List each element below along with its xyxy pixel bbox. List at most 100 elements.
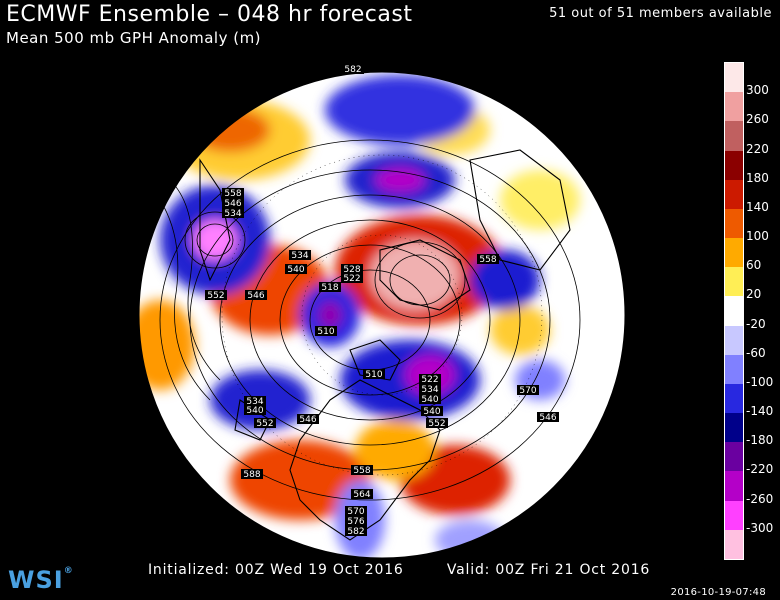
legend-swatch — [725, 442, 743, 472]
contour-label-bg — [363, 369, 385, 379]
graticule — [221, 154, 543, 476]
contour-label-bg — [241, 469, 263, 479]
logo-text: WSI — [8, 566, 64, 594]
contour-label-bg — [342, 64, 364, 74]
contour-label: 558 — [353, 466, 370, 476]
contour-label: 534 — [291, 251, 308, 261]
contour-label: 564 — [353, 490, 370, 500]
contour-label: 588 — [243, 470, 260, 480]
contour-label: 558 — [479, 255, 496, 265]
contour-label: 552 — [428, 419, 445, 429]
contour-label-bg — [244, 396, 266, 406]
contour-label: 534 — [421, 385, 438, 395]
legend-label: 100 — [746, 229, 769, 244]
legend-swatch — [725, 325, 743, 356]
contour-label: 510 — [365, 370, 382, 380]
contour-label-bg — [205, 290, 227, 300]
contour-label-bg — [421, 406, 443, 416]
contour-label: 534 — [246, 397, 263, 407]
contour-label: 518 — [321, 283, 338, 293]
legend-swatch — [725, 354, 743, 385]
legend-label: -100 — [746, 374, 774, 389]
contour-label-bg — [477, 254, 499, 264]
legend-swatch — [725, 529, 743, 560]
legend-swatch — [725, 238, 743, 268]
legend-color-bar — [724, 62, 744, 560]
contour-label: 522 — [343, 274, 360, 284]
legend-label: -20 — [746, 316, 766, 331]
contour-label-bg — [254, 418, 276, 428]
legend-swatch — [725, 92, 743, 122]
contour-label-bg — [537, 412, 559, 422]
contour-label-bg — [245, 290, 267, 300]
map-footer: Initialized: 00Z Wed 19 Oct 2016 Valid: … — [148, 562, 650, 578]
contour-label-bg — [244, 405, 266, 415]
contour-label: 540 — [287, 265, 304, 275]
contour-label-bg — [222, 198, 244, 208]
contour-label-bg — [351, 465, 373, 475]
legend-label: -140 — [746, 404, 774, 419]
map-title: ECMWF Ensemble – 048 hr forecast — [6, 2, 413, 27]
contour-label: 546 — [247, 291, 264, 301]
legend-label: 260 — [746, 112, 769, 127]
contour-label-bg — [517, 385, 539, 395]
legend-swatch — [725, 208, 743, 239]
contour-label-bg — [351, 489, 373, 499]
contour-label: 528 — [343, 265, 360, 275]
legend-label: 60 — [746, 258, 762, 273]
legend-swatch — [725, 121, 743, 152]
valid-time: Valid: 00Z Fri 21 Oct 2016 — [446, 562, 651, 578]
contour-label: 582 — [347, 527, 364, 537]
contour-label-bg — [345, 526, 367, 536]
contour-label: 540 — [423, 407, 440, 417]
legend-swatch — [725, 179, 743, 210]
wsi-logo: WSI® — [8, 566, 74, 594]
contour-label-bg — [297, 414, 319, 424]
legend-label: -180 — [746, 433, 774, 448]
legend-swatch — [725, 413, 743, 443]
contour-label: 582 — [344, 65, 361, 75]
contour-label-bg — [419, 384, 441, 394]
coastlines — [199, 149, 571, 541]
contour-label-bg — [345, 516, 367, 526]
legend-label: -220 — [746, 462, 774, 477]
contour-label-bg — [341, 264, 363, 274]
height-contours — [159, 139, 581, 501]
legend-label: -60 — [746, 345, 766, 360]
anomaly-field — [139, 72, 625, 558]
contour-label: 558 — [224, 189, 241, 199]
initialized-time: Initialized: 00Z Wed 19 Oct 2016 — [148, 562, 404, 578]
legend-swatch — [725, 63, 743, 93]
contour-label-bg — [341, 273, 363, 283]
contour-label-bg — [419, 374, 441, 384]
map-border — [138, 71, 626, 559]
legend-label: -300 — [746, 520, 774, 535]
contour-label-bg — [315, 326, 337, 336]
legend-label: 140 — [746, 199, 769, 214]
contour-label-bg — [222, 188, 244, 198]
contour-label: 570 — [519, 386, 536, 396]
contour-label: 540 — [421, 395, 438, 405]
contour-label: 546 — [224, 199, 241, 209]
legend-label: 300 — [746, 83, 769, 98]
map-subtitle: Mean 500 mb GPH Anomaly (m) — [6, 29, 262, 47]
contour-label: 552 — [256, 419, 273, 429]
contour-label: 522 — [421, 375, 438, 385]
legend-label: -260 — [746, 491, 774, 506]
contour-label: 576 — [347, 517, 364, 527]
legend-swatch — [725, 150, 743, 181]
members-available: 51 out of 51 members available — [549, 6, 772, 21]
generated-timestamp: 2016-10-19-07:48 — [670, 587, 766, 598]
registered-mark: ® — [63, 566, 74, 576]
contour-label: 570 — [347, 507, 364, 517]
legend-swatch — [725, 383, 743, 414]
contour-label-bg — [222, 208, 244, 218]
contour-label: 534 — [224, 209, 241, 219]
legend-label: 180 — [746, 170, 769, 185]
contour-label: 540 — [246, 406, 263, 416]
contour-label-bg — [419, 394, 441, 404]
legend-swatch — [725, 471, 743, 502]
contour-label: 546 — [299, 415, 316, 425]
contour-label: 546 — [539, 413, 556, 423]
